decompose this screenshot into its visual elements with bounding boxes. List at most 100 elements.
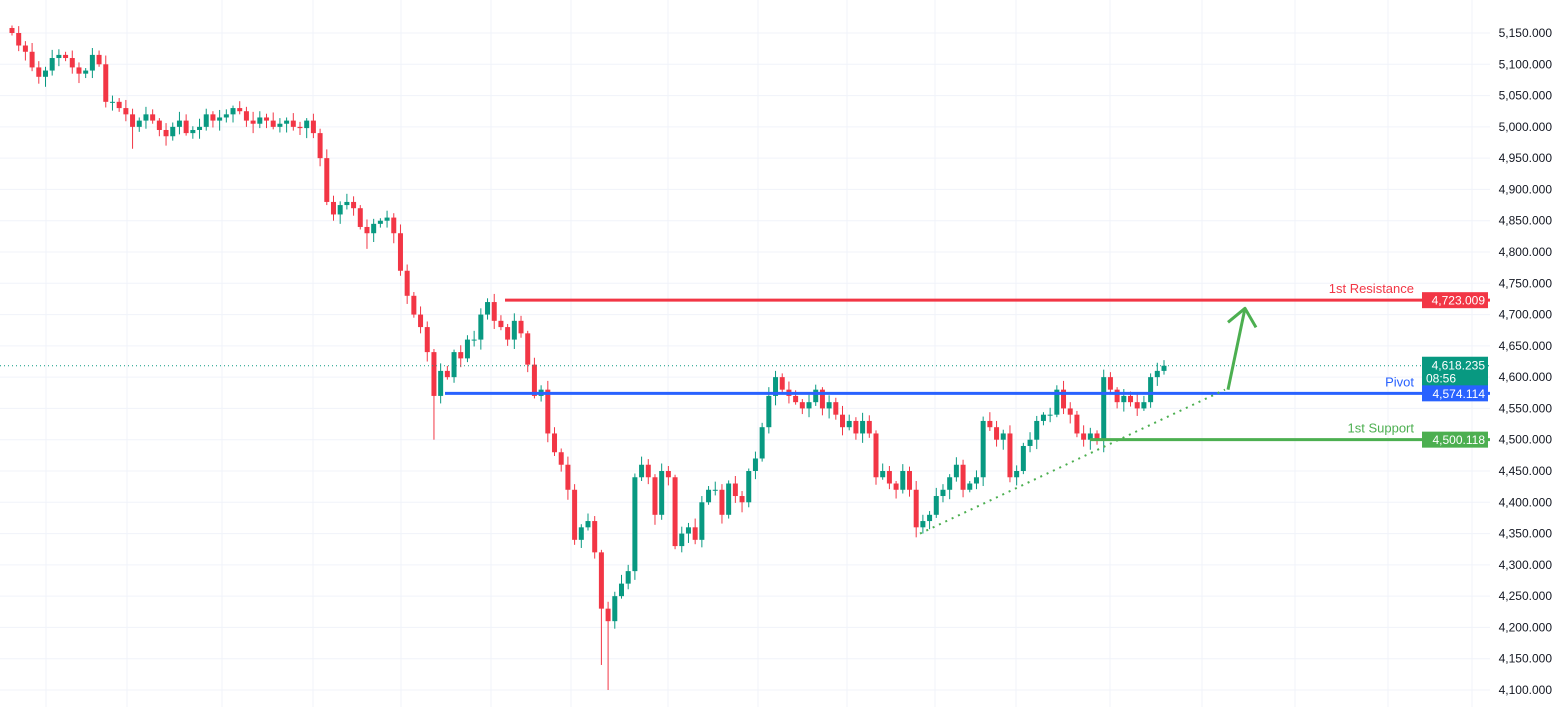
candle <box>612 592 617 629</box>
y-tick-label: 4,900.000 <box>1499 182 1553 196</box>
candle <box>257 111 262 128</box>
candle <box>405 265 410 304</box>
candle-body <box>639 465 644 478</box>
candle <box>853 417 858 440</box>
candle-body <box>30 52 35 68</box>
candle-body <box>853 421 858 434</box>
candle-body <box>63 55 68 58</box>
candle <box>291 113 296 131</box>
candle <box>1155 363 1160 386</box>
candle-body <box>251 121 256 124</box>
candle-body <box>458 352 463 358</box>
candle-body <box>50 58 55 71</box>
candle-body <box>967 484 972 490</box>
candle-body <box>43 71 48 77</box>
candle <box>659 463 664 519</box>
candle-body <box>679 534 684 547</box>
candle <box>217 110 222 131</box>
candle-body <box>217 117 222 120</box>
y-tick-label: 4,500.000 <box>1499 433 1553 447</box>
candle-body <box>1021 446 1026 471</box>
candle <box>987 412 992 431</box>
candle-body <box>552 433 557 452</box>
candle <box>23 41 28 60</box>
candle <box>143 107 148 129</box>
candle-body <box>860 421 865 434</box>
candle-body <box>318 133 323 158</box>
candle-body <box>103 64 108 102</box>
candle <box>579 524 584 548</box>
candle-body <box>887 471 892 484</box>
y-tick-label: 4,400.000 <box>1499 495 1553 509</box>
candle-body <box>1048 415 1053 416</box>
candle-body <box>1068 408 1073 414</box>
candle-body <box>706 490 711 503</box>
candle <box>1148 373 1153 407</box>
candle-body <box>699 502 704 540</box>
candle-body <box>987 421 992 427</box>
candle <box>458 345 463 367</box>
candle <box>920 515 925 534</box>
candle-body <box>565 465 570 490</box>
candle-body <box>1028 440 1033 446</box>
candle-body <box>324 158 329 202</box>
candle-body <box>1108 377 1113 390</box>
candle-body <box>210 114 215 120</box>
candle-body <box>572 490 577 540</box>
candle <box>331 196 336 221</box>
candle <box>519 316 524 338</box>
candle-body <box>1128 396 1133 402</box>
candle-body <box>438 371 443 396</box>
candle-body <box>914 490 919 528</box>
candle <box>364 219 369 248</box>
candle <box>1135 393 1140 416</box>
candle <box>706 486 711 505</box>
candle-body <box>1074 415 1079 434</box>
candle-body <box>981 421 986 477</box>
candle-body <box>331 202 336 215</box>
candle-body <box>867 421 872 434</box>
candle-body <box>1121 396 1126 402</box>
candle-body <box>291 121 296 127</box>
candle-body <box>525 333 530 364</box>
candle-body <box>76 67 81 73</box>
candle <box>592 516 597 559</box>
candle-body <box>190 130 195 133</box>
candle-body <box>505 327 510 340</box>
candle <box>565 457 570 500</box>
candle <box>874 430 879 484</box>
candle <box>961 460 966 498</box>
candle-body <box>56 55 61 58</box>
candle <box>974 470 979 489</box>
candle <box>90 48 95 78</box>
candle-body <box>733 484 738 497</box>
candle <box>277 118 282 132</box>
candle <box>137 117 142 131</box>
candle <box>56 49 61 66</box>
candle <box>1061 381 1066 414</box>
candle-body <box>143 114 148 120</box>
candle <box>713 482 718 496</box>
candle <box>780 373 785 394</box>
candle-body <box>606 609 611 622</box>
candle-body <box>927 515 932 521</box>
candle-body <box>559 452 564 465</box>
current-price-text: 4,618.235 <box>1432 359 1486 373</box>
price-axis[interactable]: 5,150.0005,100.0005,050.0005,000.0004,95… <box>1499 26 1553 697</box>
candle <box>699 496 704 547</box>
candle <box>1068 402 1073 423</box>
candle <box>1074 411 1079 437</box>
candle <box>224 109 229 122</box>
price-tag-text: 4,574.114 <box>1433 387 1486 401</box>
y-tick-label: 5,000.000 <box>1499 120 1553 134</box>
candle <box>552 427 557 456</box>
candle <box>117 98 122 112</box>
candle <box>231 106 236 123</box>
candle <box>184 114 189 135</box>
candle <box>559 448 564 471</box>
candle <box>773 371 778 405</box>
candle <box>10 25 15 35</box>
candle-body <box>961 465 966 490</box>
candle-body <box>1101 377 1106 440</box>
